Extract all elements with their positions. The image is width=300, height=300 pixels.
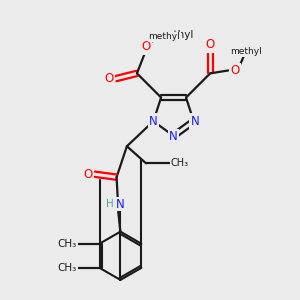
Text: O: O	[105, 72, 114, 85]
Text: O: O	[206, 38, 215, 51]
Text: methyl: methyl	[148, 32, 180, 41]
Text: H: H	[106, 199, 114, 209]
Text: N: N	[169, 130, 178, 143]
Text: N: N	[116, 198, 125, 211]
Text: methyl: methyl	[230, 47, 262, 56]
Text: CH₃: CH₃	[58, 263, 77, 273]
Text: methyl: methyl	[172, 36, 177, 38]
Text: N: N	[149, 115, 158, 128]
Text: O: O	[230, 64, 239, 77]
Text: O: O	[83, 168, 93, 181]
Text: CH₃: CH₃	[171, 158, 189, 168]
Text: N: N	[190, 115, 199, 128]
Text: CH₃: CH₃	[58, 239, 77, 249]
Text: O: O	[141, 40, 150, 53]
Text: methyl: methyl	[157, 30, 194, 40]
Text: methyl: methyl	[165, 36, 170, 38]
